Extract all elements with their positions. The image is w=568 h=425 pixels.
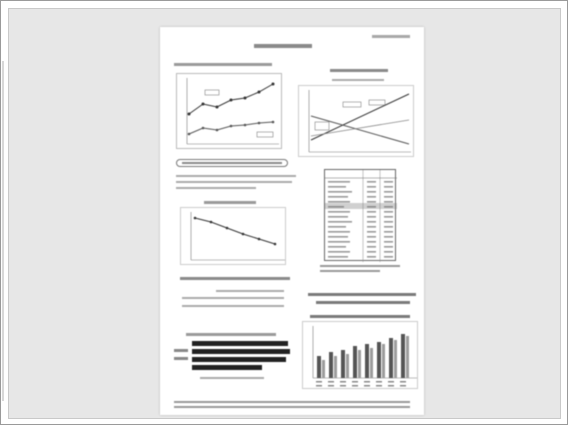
figure-5-plot bbox=[312, 326, 417, 387]
figure-4-legend bbox=[186, 333, 276, 336]
figure-5-title-line-1 bbox=[308, 293, 416, 296]
data-table bbox=[324, 169, 397, 262]
page-header-right-note bbox=[372, 35, 410, 38]
small-table-row-1 bbox=[182, 297, 284, 299]
figure-1-plot bbox=[186, 78, 279, 145]
table-note-line-2 bbox=[320, 270, 380, 272]
figure-2-subcaption bbox=[332, 79, 384, 81]
data-table-grid bbox=[325, 170, 397, 262]
figure-4-bar-label-1 bbox=[174, 349, 188, 352]
figure-3-plot bbox=[190, 212, 285, 261]
table-note-line-1 bbox=[320, 265, 400, 267]
footer-note-line-2 bbox=[174, 406, 410, 408]
page-header-title bbox=[254, 44, 312, 48]
figure-3-caption bbox=[204, 201, 256, 204]
figure-2-caption bbox=[330, 69, 388, 72]
figure-5-bar-chart bbox=[302, 321, 418, 389]
figure-2-plot bbox=[308, 90, 411, 153]
small-table-row-2 bbox=[182, 305, 284, 307]
figure-4-bar-1 bbox=[192, 341, 288, 346]
figure-4-axis-caption bbox=[200, 377, 264, 379]
small-table-header bbox=[216, 290, 284, 292]
figure-1-line-chart bbox=[176, 73, 282, 149]
figure-4-bar-2 bbox=[192, 349, 290, 354]
section-heading bbox=[180, 277, 290, 280]
figure-5-title-line-2 bbox=[316, 301, 410, 304]
figure-1-caption bbox=[174, 63, 272, 66]
figure-5-subtitle bbox=[310, 315, 410, 318]
left-edge-strip bbox=[2, 61, 4, 401]
callout-box bbox=[176, 159, 288, 167]
figure-4-bar-label-2 bbox=[174, 357, 188, 360]
figure-4-bar-3 bbox=[192, 357, 286, 362]
paragraph-line-2 bbox=[176, 181, 292, 183]
figure-3-line-chart bbox=[180, 207, 286, 265]
paragraph-line-3 bbox=[176, 187, 256, 189]
figure-2-line-chart bbox=[298, 85, 414, 157]
callout-text bbox=[182, 162, 282, 164]
paragraph-line-1 bbox=[176, 175, 296, 177]
figure-4-bar-4 bbox=[192, 365, 262, 370]
footer-note-line-1 bbox=[174, 401, 410, 403]
document-page-thumbnail[interactable] bbox=[160, 27, 424, 415]
page-canvas[interactable] bbox=[8, 8, 561, 419]
